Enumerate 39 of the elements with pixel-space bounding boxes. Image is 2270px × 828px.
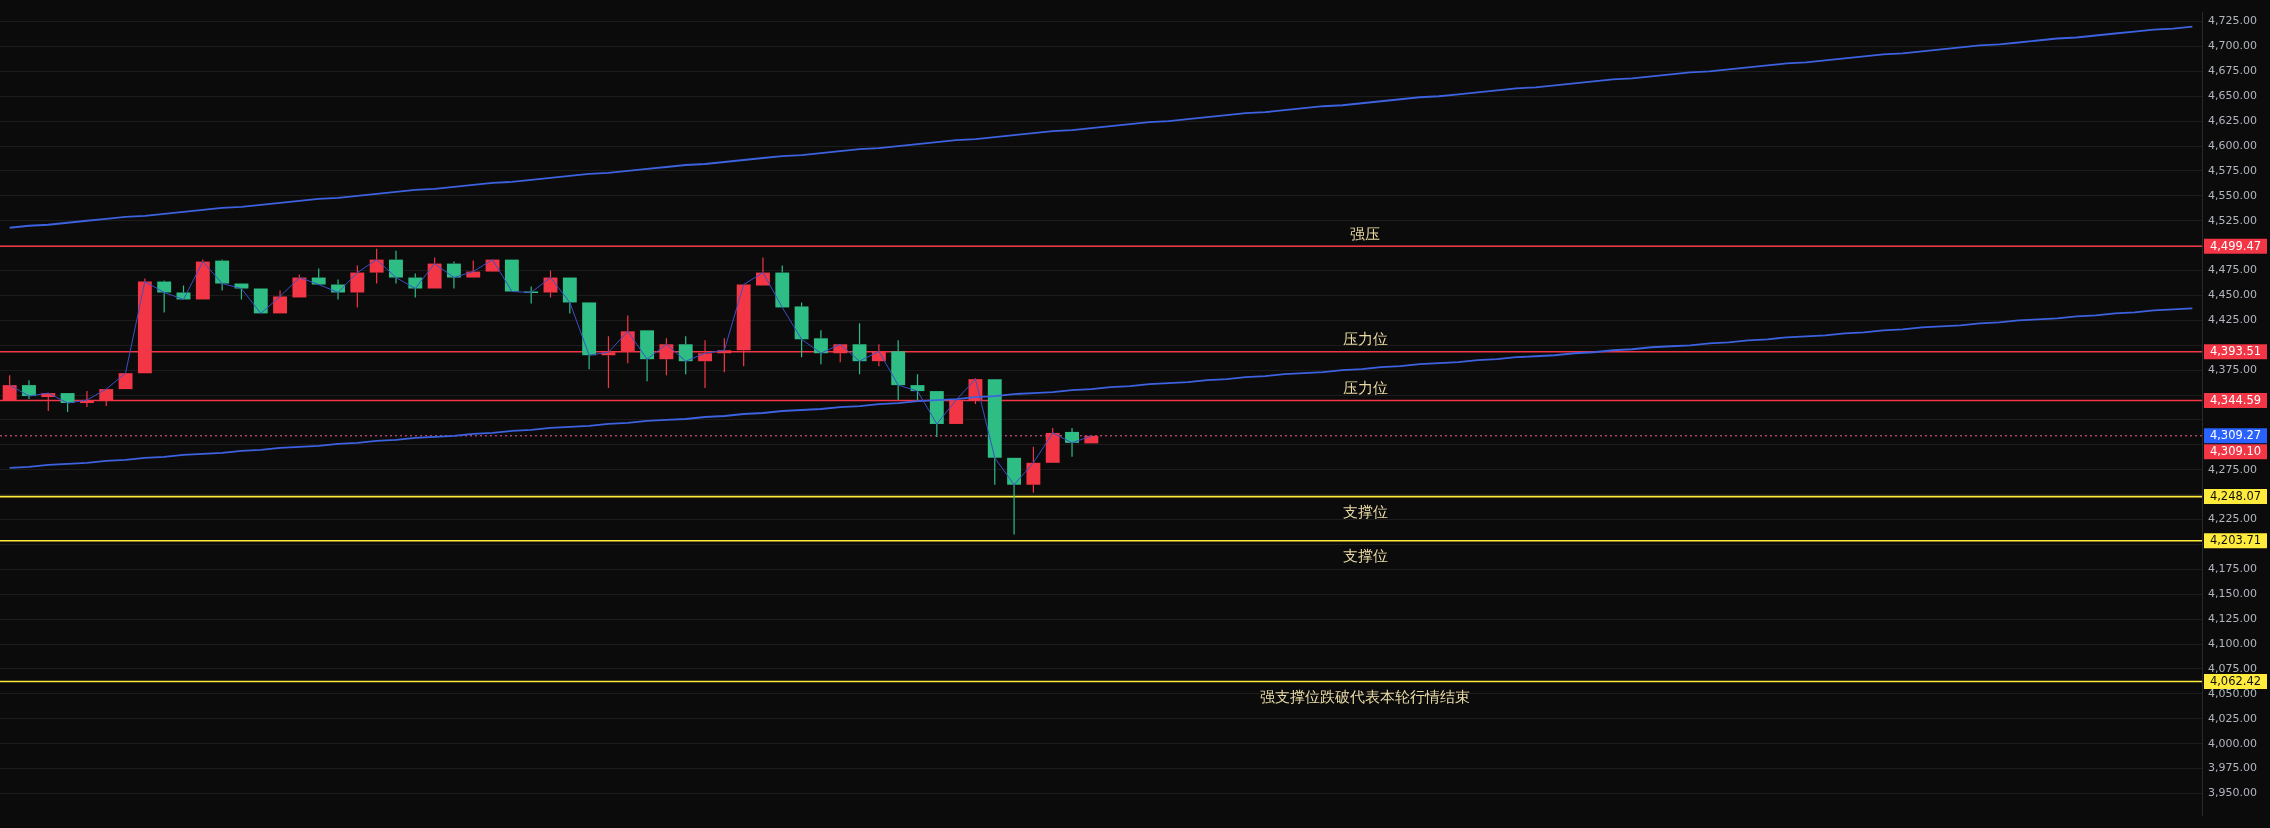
- annotation: 支撑位: [1342, 502, 1388, 521]
- ref-line-label: 4,499.47: [2209, 238, 2262, 253]
- ref-line-label: 4,393.51: [2209, 344, 2262, 359]
- y-tick-label: 3,975.00: [2208, 761, 2257, 775]
- y-tick-label: 4,375.00: [2208, 363, 2257, 377]
- ref-line-label: 4,309.10: [2209, 444, 2262, 459]
- annotation: 强压: [1350, 224, 1381, 243]
- annotation: 压力位: [1342, 330, 1388, 349]
- y-tick-label: 4,225.00: [2208, 512, 2257, 526]
- y-tick-label: 4,475.00: [2208, 263, 2257, 277]
- annotation: 压力位: [1342, 378, 1388, 397]
- ref-line-label: 4,203.71: [2209, 533, 2262, 548]
- y-tick-label: 4,125.00: [2208, 612, 2257, 626]
- y-tick-label: 3,950.00: [2208, 786, 2257, 800]
- y-tick-label: 4,575.00: [2208, 163, 2257, 177]
- ref-line-label: 4,248.07: [2209, 489, 2262, 504]
- annotation: 强支撑位跌破代表本轮行情结束: [1260, 687, 1471, 706]
- ref-line-label: 4,062.42: [2209, 674, 2262, 688]
- y-tick-label: 4,175.00: [2208, 562, 2257, 576]
- y-tick-label: 4,050.00: [2208, 686, 2257, 700]
- y-tick-label: 4,450.00: [2208, 288, 2257, 302]
- y-tick-label: 4,550.00: [2208, 188, 2257, 202]
- y-tick-label: 4,425.00: [2208, 313, 2257, 327]
- y-tick-label: 4,650.00: [2208, 89, 2257, 103]
- y-tick-label: 4,025.00: [2208, 711, 2257, 725]
- y-tick-label: 4,000.00: [2208, 736, 2257, 750]
- y-tick-label: 4,275.00: [2208, 462, 2257, 476]
- y-tick-label: 4,600.00: [2208, 138, 2257, 152]
- y-tick-label: 4,100.00: [2208, 636, 2257, 650]
- y-tick-label: 4,150.00: [2208, 587, 2257, 601]
- y-tick-label: 4,525.00: [2208, 213, 2257, 227]
- y-tick-label: 4,725.00: [2208, 14, 2257, 28]
- annotation: 支撑位: [1342, 547, 1388, 566]
- ref-line-label: 4,309.27: [2209, 428, 2262, 443]
- ref-line-label: 4,344.59: [2209, 392, 2262, 407]
- y-tick-label: 4,625.00: [2208, 114, 2257, 128]
- y-tick-label: 4,075.00: [2208, 661, 2257, 675]
- y-tick-label: 4,675.00: [2208, 64, 2257, 78]
- y-tick-label: 4,700.00: [2208, 39, 2257, 53]
